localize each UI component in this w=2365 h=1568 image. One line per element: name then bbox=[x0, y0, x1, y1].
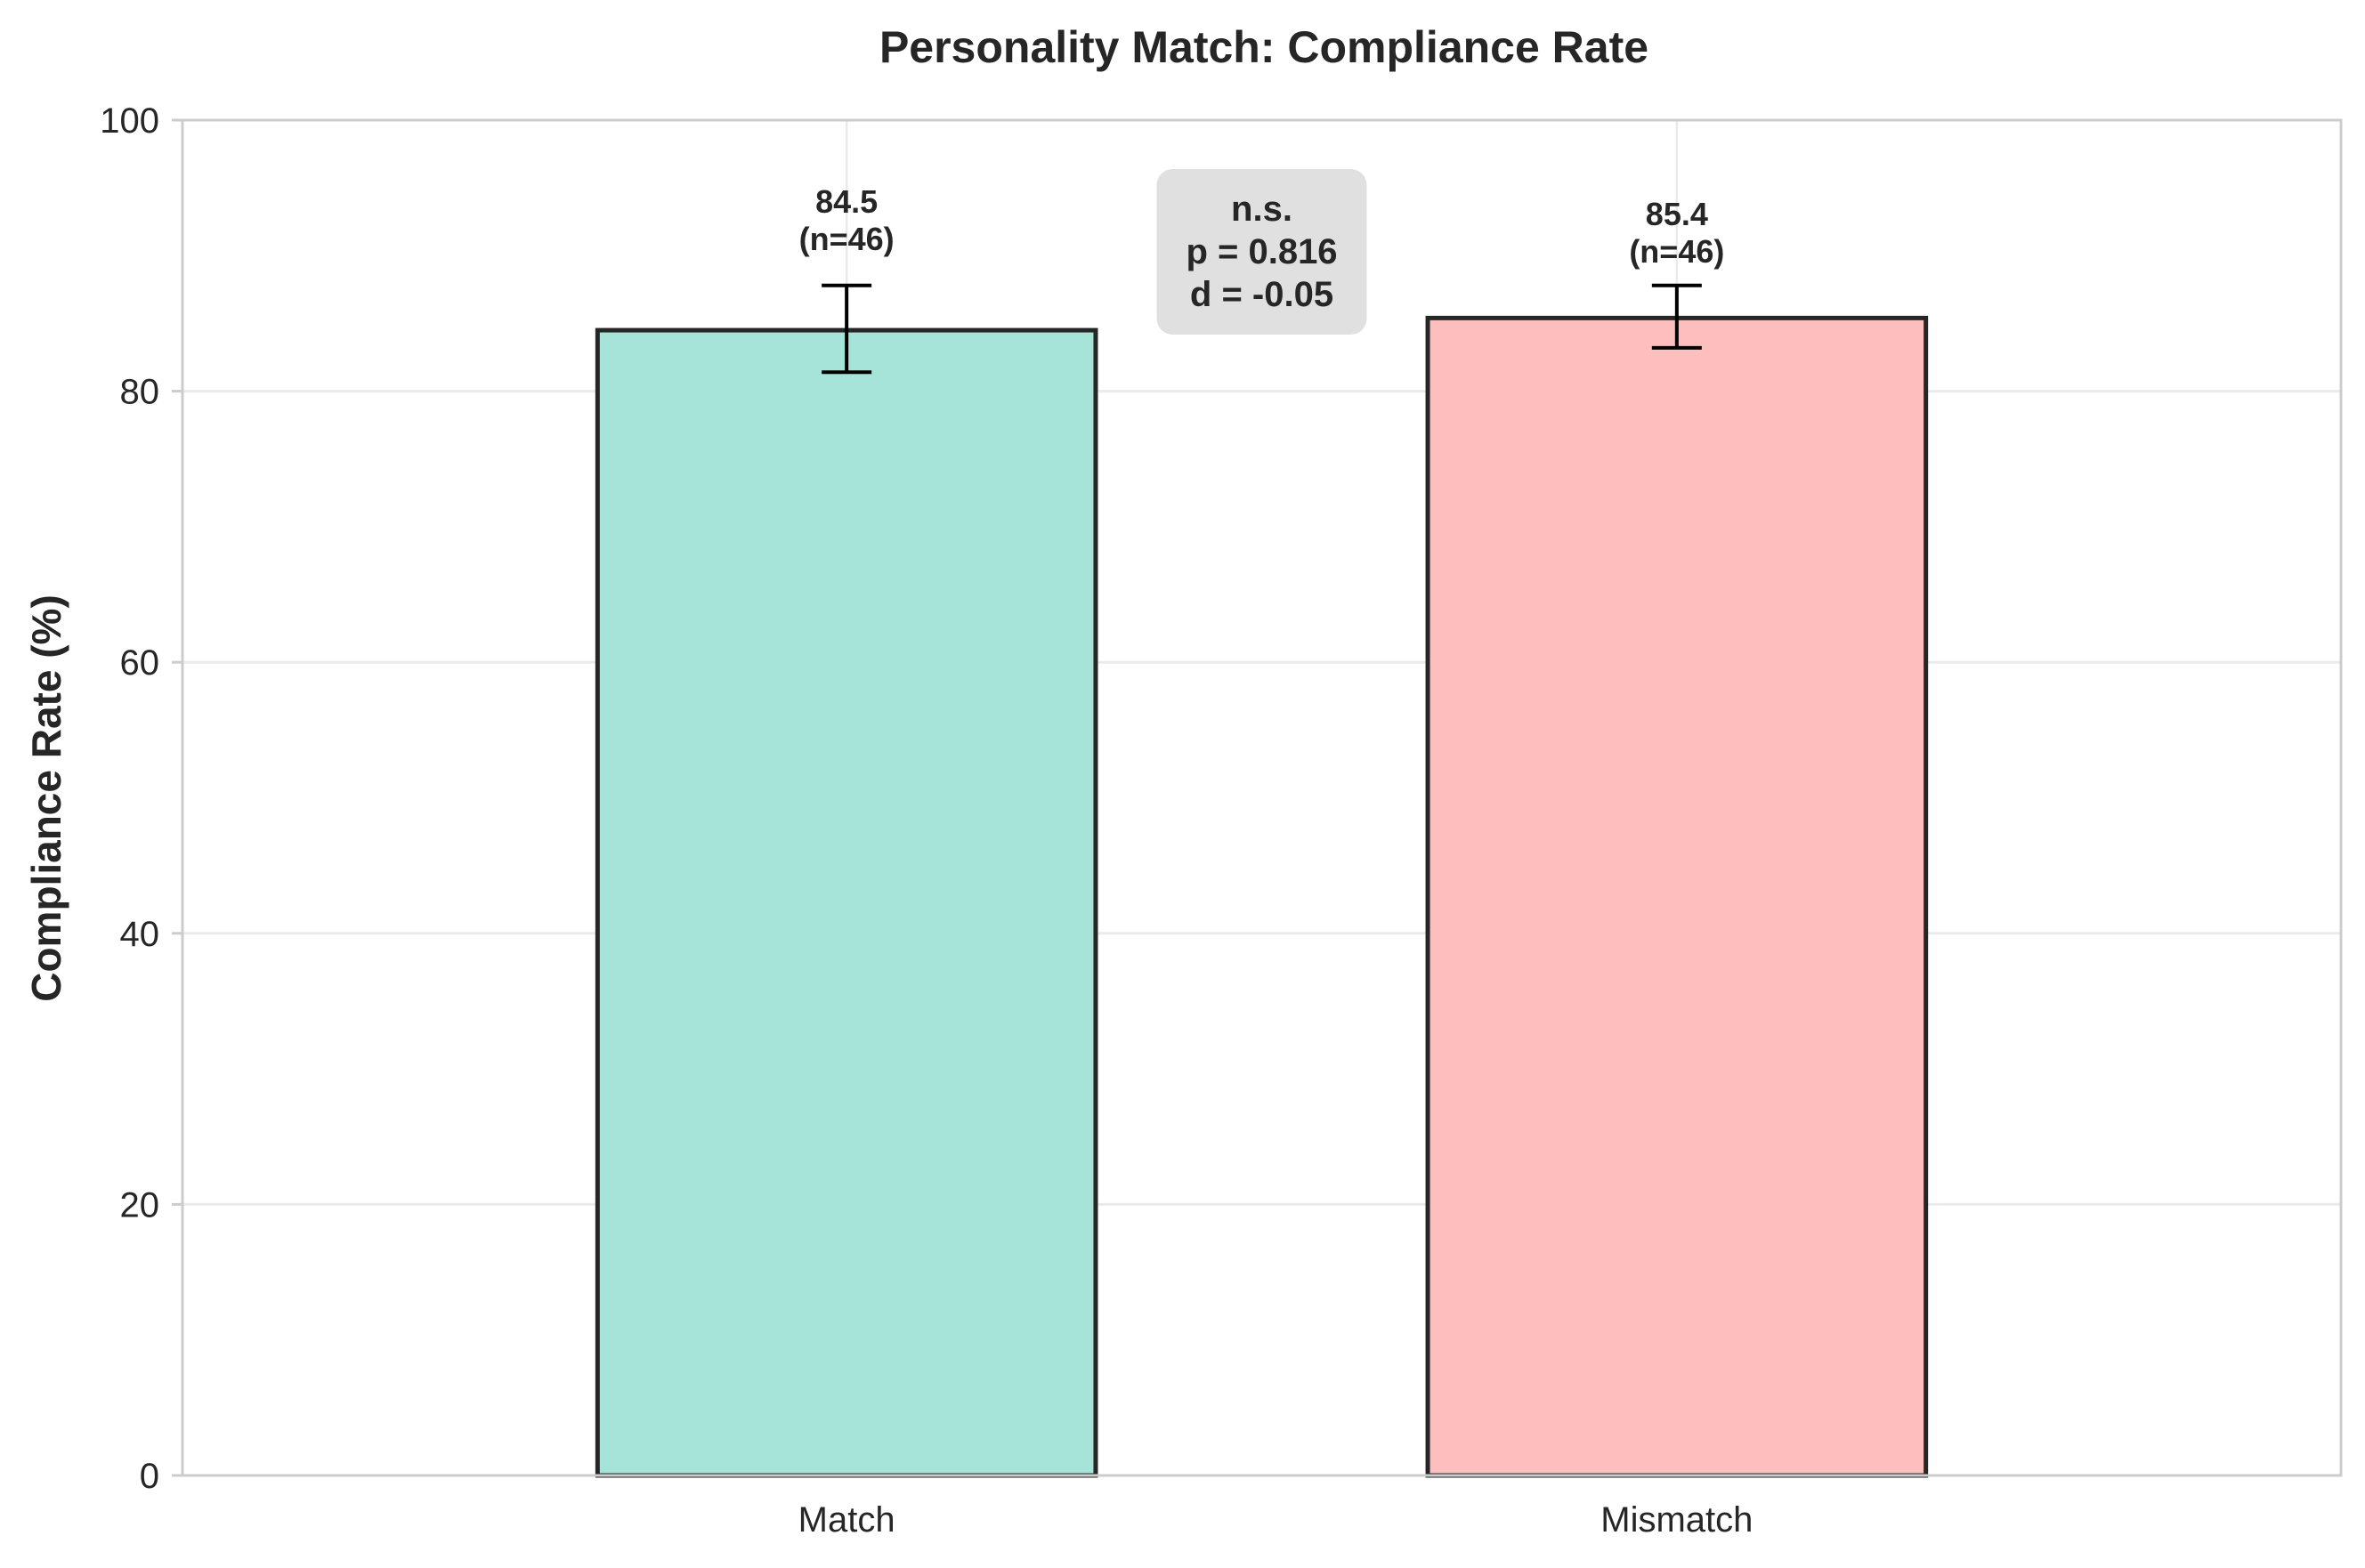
x-tick-label: Mismatch bbox=[1600, 1500, 1753, 1540]
x-axis-ticks: Match Mismatch bbox=[798, 1500, 1754, 1540]
stat-box bbox=[1156, 169, 1367, 335]
bar-match bbox=[595, 327, 1098, 1478]
y-tick-label: 60 bbox=[120, 643, 160, 683]
value-label: 84.5 bbox=[815, 183, 878, 220]
bar-mismatch bbox=[1425, 315, 1929, 1478]
sample-size-label: (n=46) bbox=[1629, 233, 1724, 270]
sample-size-label: (n=46) bbox=[799, 221, 895, 257]
stat-line-1: p = 0.816 bbox=[1186, 232, 1337, 271]
stat-annotation: n.s.p = 0.816 d = -0.05 bbox=[1156, 169, 1367, 335]
y-tick-label: 80 bbox=[120, 373, 160, 412]
y-tick-label: 100 bbox=[100, 101, 159, 141]
stat-line-2: d = -0.05 bbox=[1190, 275, 1333, 314]
y-axis-ticks: 0 20 40 60 80 100 bbox=[100, 101, 182, 1496]
stat-line-0: n.s. bbox=[1231, 190, 1292, 229]
plot-border bbox=[181, 118, 2343, 1477]
y-tick-label: 40 bbox=[120, 915, 160, 954]
x-tick-label: Match bbox=[798, 1500, 895, 1540]
y-tick-label: 20 bbox=[120, 1185, 160, 1224]
value-labels: 84.5(n=46)85.4(n=46) bbox=[799, 183, 1725, 270]
error-bars bbox=[822, 283, 1702, 375]
plot-frame bbox=[181, 118, 2343, 1477]
value-label: 85.4 bbox=[1646, 196, 1708, 232]
bars bbox=[595, 315, 1929, 1478]
chart-title: Personality Match: Compliance Rate bbox=[879, 22, 1648, 72]
y-axis-label: Compliance Rate (%) bbox=[23, 594, 69, 1002]
y-tick-label: 0 bbox=[140, 1457, 159, 1496]
